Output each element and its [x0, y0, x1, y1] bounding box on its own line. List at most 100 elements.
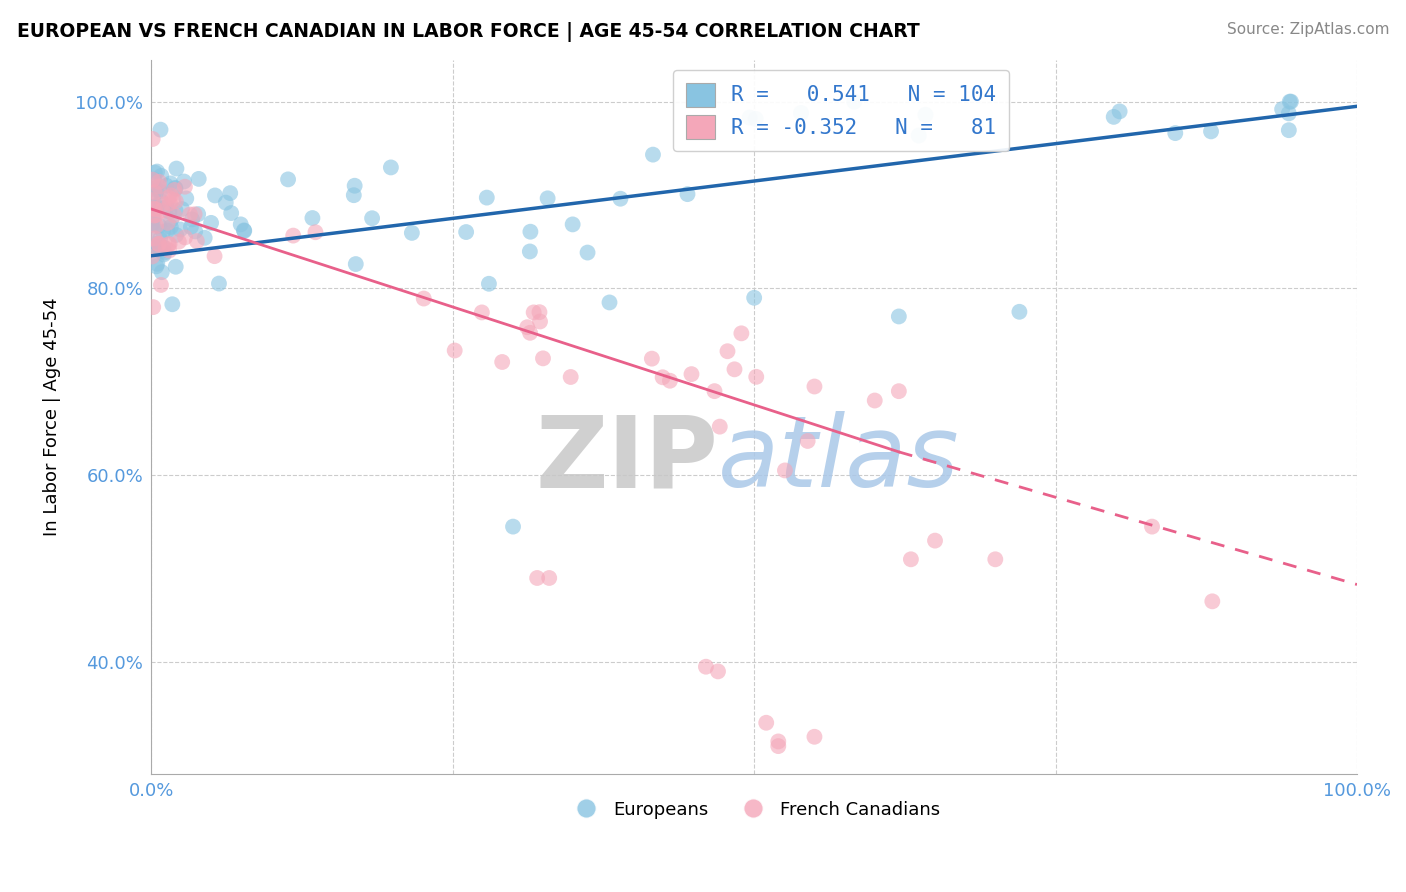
Point [145, 201, 167, 215]
Point [149, 243, 172, 257]
Point [149, 185, 172, 199]
Point [169, 222, 191, 236]
Point [157, 237, 180, 252]
Point [145, 208, 167, 222]
Point [142, 210, 165, 224]
Point [215, 195, 238, 210]
Point [560, 370, 582, 384]
Point [153, 245, 176, 260]
Point [167, 235, 190, 249]
Point [143, 231, 166, 245]
Point [863, 393, 886, 408]
Point [142, 202, 165, 216]
Point [143, 202, 166, 216]
Point [609, 192, 631, 206]
Point [143, 172, 166, 186]
Point [914, 108, 936, 122]
Point [529, 314, 551, 328]
Point [143, 186, 166, 200]
Point [159, 237, 181, 252]
Point [156, 200, 179, 214]
Point [146, 257, 169, 271]
Point [844, 95, 866, 109]
Point [277, 172, 299, 186]
Point [887, 310, 910, 324]
Point [344, 257, 367, 271]
Point [165, 260, 187, 274]
Point [163, 183, 186, 197]
Point [900, 552, 922, 566]
Point [156, 223, 179, 237]
Point [1278, 106, 1301, 120]
Point [157, 190, 180, 204]
Point [173, 174, 195, 188]
Point [165, 194, 187, 209]
Point [170, 202, 193, 216]
Point [200, 216, 222, 230]
Point [149, 194, 172, 208]
Y-axis label: In Labor Force | Age 45-54: In Labor Force | Age 45-54 [44, 298, 60, 536]
Point [738, 111, 761, 125]
Point [519, 326, 541, 340]
Point [796, 434, 818, 448]
Point [519, 225, 541, 239]
Point [145, 260, 167, 274]
Point [162, 297, 184, 311]
Point [156, 216, 179, 230]
Point [143, 166, 166, 180]
Text: atlas: atlas [718, 411, 960, 508]
Point [233, 223, 256, 237]
Point [146, 240, 169, 254]
Point [1108, 104, 1130, 119]
Point [142, 300, 165, 314]
Point [219, 186, 242, 201]
Point [984, 552, 1007, 566]
Point [181, 212, 204, 227]
Point [723, 362, 745, 376]
Point [1102, 110, 1125, 124]
Point [148, 219, 170, 233]
Point [651, 370, 673, 384]
Point [187, 172, 209, 186]
Point [576, 245, 599, 260]
Point [1140, 519, 1163, 533]
Point [1201, 594, 1223, 608]
Point [745, 369, 768, 384]
Point [380, 161, 402, 175]
Text: ZIP: ZIP [536, 411, 718, 508]
Point [165, 227, 187, 242]
Point [301, 211, 323, 225]
Point [152, 197, 174, 211]
Point [179, 207, 201, 221]
Point [165, 181, 187, 195]
Point [343, 188, 366, 202]
Point [519, 244, 541, 259]
Point [924, 533, 946, 548]
Point [141, 193, 163, 207]
Point [744, 112, 766, 126]
Point [658, 374, 681, 388]
Point [148, 179, 170, 194]
Point [159, 177, 181, 191]
Point [304, 225, 326, 239]
Point [174, 230, 197, 244]
Point [491, 355, 513, 369]
Point [561, 218, 583, 232]
Point [165, 181, 187, 195]
Point [283, 228, 305, 243]
Point [143, 199, 166, 213]
Point [887, 384, 910, 399]
Point [523, 305, 546, 319]
Point [159, 204, 181, 219]
Point [183, 207, 205, 221]
Point [142, 241, 165, 255]
Point [475, 191, 498, 205]
Point [162, 193, 184, 207]
Point [1278, 123, 1301, 137]
Point [443, 343, 465, 358]
Point [159, 219, 181, 234]
Point [145, 219, 167, 233]
Point [159, 196, 181, 211]
Point [187, 207, 209, 221]
Point [803, 379, 825, 393]
